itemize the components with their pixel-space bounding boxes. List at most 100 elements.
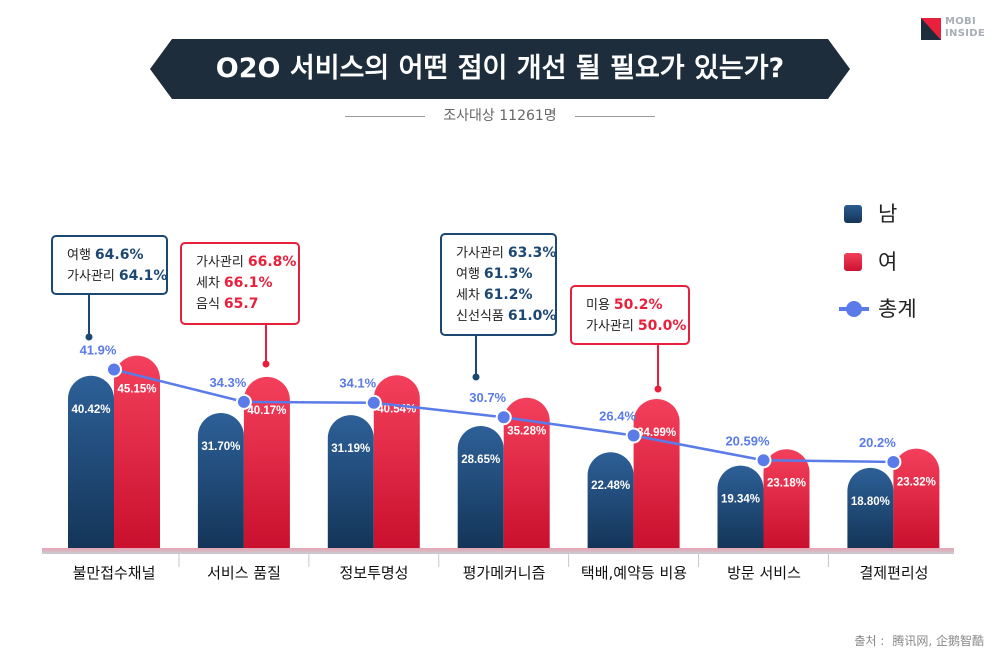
subtitle-block: 조사대상 11261명 [345,106,655,126]
callout-label: 세차 [196,276,220,291]
bar-value-label-female: 34.99% [637,427,676,439]
total-value-label: 20.59% [725,433,770,448]
legend-label-female: 여 [878,250,898,274]
callout-label: 여행 [67,248,91,263]
title-banner [150,39,850,99]
legend-label-male: 남 [878,202,898,226]
category-label: 정보투명성 [339,564,409,582]
callout-row: 음식 65.7 [196,294,298,315]
total-point [885,453,902,470]
callout-label: 가사관리 [67,269,115,284]
category-label: 불만접수채널 [72,564,156,582]
bar-value-label-female: 40.17% [247,405,286,417]
callout-row: 미용 50.2% [586,295,688,316]
bar-value-label-male: 40.42% [71,404,110,416]
total-point [495,409,512,426]
total-value-label: 34.3% [209,375,246,390]
callout-pointer-dot [654,385,662,393]
bar-female [633,398,680,548]
bar-male [587,452,634,548]
legend-item-female: 여 [838,248,958,278]
callout-row: 가사관리 64.1% [67,266,167,287]
total-value-label: 41.9% [80,343,117,358]
callout-value: 65.7 [223,296,259,312]
legend-label-total: 총계 [878,297,917,321]
bar-female [243,376,290,548]
total-point [365,394,382,411]
source-note: 출처 : 腾讯网, 企鹅智酷 [854,632,984,649]
bar-value-label-male: 22.48% [591,480,630,492]
bar-male [68,375,114,548]
legend-swatch-male [844,205,862,223]
category-label: 결제편리성 [859,564,929,582]
bar-value-label-male: 28.65% [461,454,500,466]
callout-box: 미용 50.2% 가사관리 50.0% [570,285,690,345]
source-value: 腾讯网, 企鹅智酷 [892,634,984,648]
callout-row: 신선식품 61.0% [456,306,556,327]
callout-value: 63.3% [507,245,557,261]
callout-value: 64.6% [94,247,144,263]
total-value-label: 30.7% [469,390,506,405]
total-value-label: 20.2% [859,435,896,450]
callout-label: 미용 [586,298,610,313]
callout-row: 여행 61.3% [456,264,555,285]
callout-value: 50.2% [613,297,663,313]
callout-label: 가사관리 [586,319,634,334]
bar-value-label-female: 35.28% [507,426,546,438]
total-point [106,361,122,378]
callout-row: 여행 64.6% [67,245,166,266]
callout-label: 신선식품 [456,309,504,324]
total-point [235,393,252,410]
category-label: 방문 서비스 [727,564,801,582]
bar-value-label-male: 18.80% [851,496,890,508]
callout-pointer-dot [472,373,480,381]
bar-value-label-female: 23.18% [767,477,806,489]
legend-line-marker-icon [839,301,869,317]
x-axis-base [42,548,954,554]
bar-value-label-male: 31.70% [201,441,240,453]
callout-value: 50.0% [637,318,687,334]
legend-swatch-female [844,253,862,271]
callout-box: 여행 64.6% 가사관리 64.1% [51,235,168,295]
bar-female [893,448,940,548]
bar-female [503,397,550,548]
subtitle-rule-left [345,116,425,117]
total-value-label: 34.1% [339,376,376,391]
subtitle-rule-right [575,116,655,117]
bar-male [327,415,374,548]
source-label: 출처 : [854,634,885,648]
callout-value: 66.1% [223,275,273,291]
bar-male [457,425,504,548]
bar-male [197,412,244,548]
callout-label: 음식 [196,297,220,312]
callout-row: 가사관리 50.0% [586,316,688,337]
legend-item-total: 총계 [838,295,958,325]
legend-item-male: 남 [838,200,958,230]
callout-value: 66.8% [247,254,297,270]
category-label: 서비스 품질 [207,564,281,582]
bar-female [373,375,420,548]
callout-pointer-dot [85,333,93,341]
callout-pointer-dot [262,360,270,368]
logo-mark-icon [921,18,941,40]
callout-row: 세차 61.2% [456,285,555,306]
bar-female [114,355,160,548]
total-point [625,427,642,444]
bar-male [717,465,764,548]
bar-value-label-female: 23.32% [897,477,936,489]
callout-label: 여행 [456,267,480,282]
bar-male [847,467,894,548]
callout-label: 세차 [456,288,480,303]
callout-box: 가사관리 66.8% 세차 66.1% 음식 65.7 [180,242,300,325]
page-title: O2O 서비스의 어떤 점이 개선 될 필요가 있는가? [215,53,785,84]
callout-label: 가사관리 [196,255,244,270]
subtitle: 조사대상 11261명 [443,108,557,124]
mobiinside-logo: MOBI INSIDE [921,15,985,45]
total-value-label: 26.4% [599,409,636,424]
bar-value-label-male: 19.34% [721,494,760,506]
callout-box: 가사관리 63.3% 여행 61.3% 세차 61.2% 신선식품 61.0% [440,233,557,336]
callout-label: 가사관리 [456,246,504,261]
category-label: 평가메커니즘 [462,564,546,582]
bar-value-label-male: 31.19% [331,443,370,455]
